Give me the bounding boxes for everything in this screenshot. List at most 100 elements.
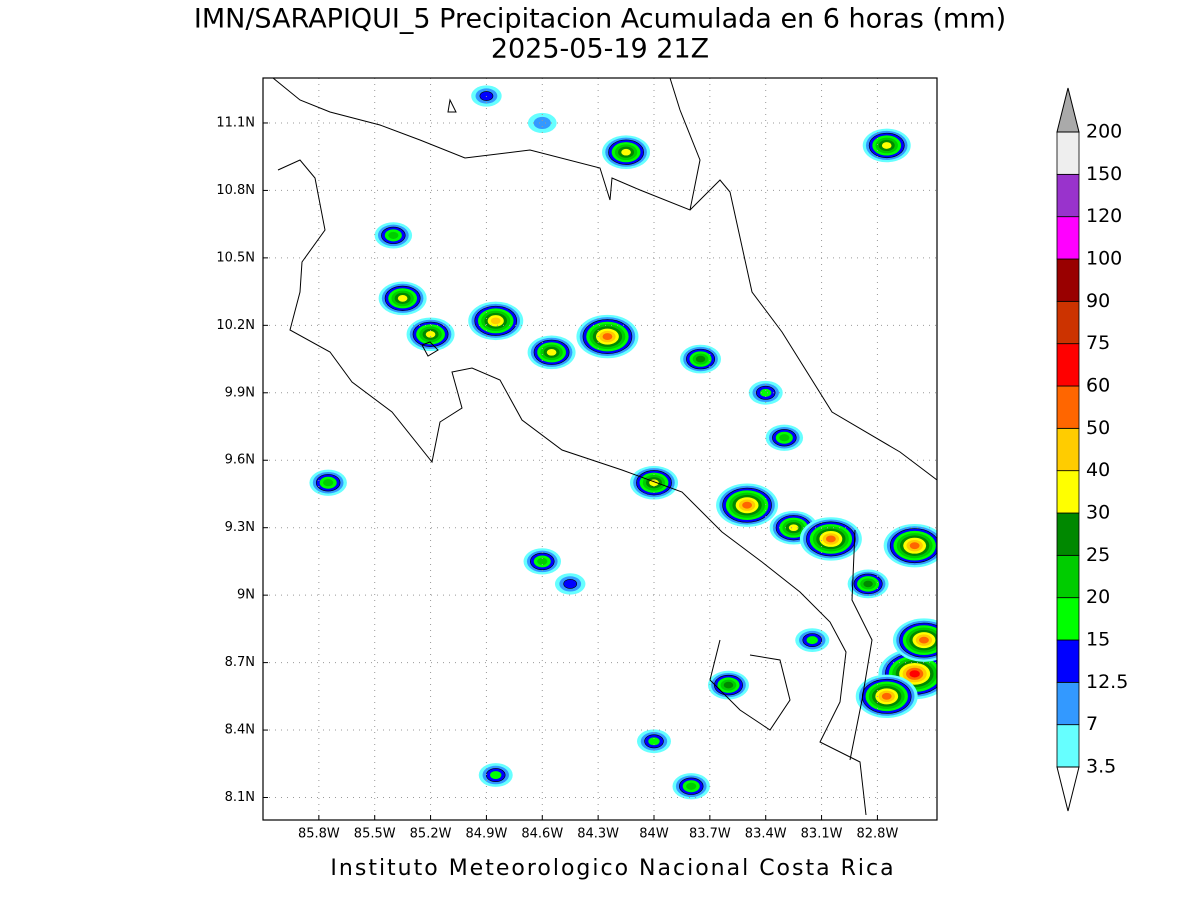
colorbar-band (1056, 639, 1080, 683)
colorbar-band (1056, 173, 1080, 218)
x-tick-label: 85.8W (298, 827, 340, 842)
colorbar-band (1056, 597, 1080, 641)
rain-cell-ring (602, 333, 613, 341)
colorbar-label: 120 (1086, 205, 1122, 227)
rain-cell-ring (686, 782, 697, 790)
rain-cell-ring (909, 670, 920, 678)
rain-cell-ring (648, 737, 660, 746)
colorbar-over (1056, 87, 1080, 133)
x-tick-label: 84W (639, 827, 669, 842)
colorbar-label: 30 (1086, 502, 1110, 524)
colorbar-label: 50 (1086, 417, 1110, 439)
rain-cell-ring (397, 294, 408, 302)
y-tick-label: 9N (237, 588, 255, 603)
rain-cell-ring (479, 91, 494, 101)
x-tick-label: 83.1W (801, 827, 843, 842)
x-tick-label: 83.7W (689, 827, 731, 842)
y-tick-label: 9.9N (225, 385, 255, 400)
colorbar-label: 150 (1086, 163, 1122, 185)
rain-cell-ring (546, 348, 557, 356)
colorbar-label: 7 (1086, 713, 1098, 735)
rain-cell-ring (779, 434, 790, 442)
rain-cell-ring (533, 116, 551, 130)
colorbar-band (1056, 131, 1080, 175)
rain-layer (309, 85, 937, 800)
x-tick-label: 84.3W (577, 827, 619, 842)
nicaragua-border (272, 78, 701, 211)
colorbar-label: 15 (1086, 629, 1110, 651)
y-tick-label: 10.2N (216, 318, 255, 333)
rain-cell-ring (695, 355, 706, 363)
colorbar-label: 3.5 (1086, 756, 1116, 778)
colorbar-label: 60 (1086, 375, 1110, 397)
rain-cell-ring (919, 636, 929, 644)
rain-cell-ring (323, 479, 334, 487)
colorbar-band (1056, 258, 1080, 302)
rain-cell-ring (537, 557, 548, 566)
x-tick-label: 84.6W (521, 827, 563, 842)
colorbar-band (1056, 681, 1080, 726)
colorbar-label: 40 (1086, 459, 1110, 481)
rain-cell-ring (490, 317, 501, 325)
colorbar-band (1056, 427, 1080, 472)
colorbar-band (1056, 300, 1080, 345)
colorbar-band (1056, 512, 1080, 556)
colorbar-label: 25 (1086, 544, 1110, 566)
grid: 85.8W 85.5W 85.2W 84.9W 84.6W 84.3W 84W 83.7W 83… (216, 78, 937, 842)
rain-cell-ring (881, 142, 892, 149)
colorbar-label: 90 (1086, 290, 1110, 312)
colorbar-under (1056, 766, 1080, 812)
colorbar-label: 100 (1086, 248, 1122, 270)
y-tick-label: 10.5N (216, 250, 255, 265)
rain-cell-ring (881, 692, 892, 700)
footer: Instituto Meteorologico Nacional Costa R… (330, 856, 895, 881)
rain-cell-ring (425, 330, 436, 338)
coastlines (272, 78, 937, 816)
rain-cell-ring (621, 148, 631, 156)
subtitle: 2025-05-19 21Z (491, 34, 709, 65)
x-tick-label: 85.5W (354, 827, 396, 842)
y-tick-label: 9.6N (225, 453, 255, 468)
rain-cell-ring (825, 535, 836, 543)
colorbar-band (1056, 724, 1080, 768)
colorbar-label: 200 (1086, 121, 1122, 143)
y-tick-label: 9.3N (225, 520, 255, 535)
y-tick-label: 11.1N (216, 115, 255, 130)
osa-peninsula (709, 639, 791, 731)
colorbar-band (1056, 385, 1080, 429)
colorbar-band (1056, 216, 1080, 260)
colorbar-label: 20 (1086, 586, 1110, 608)
y-tick-label: 10.8N (216, 183, 255, 198)
x-tick-label: 85.2W (410, 827, 452, 842)
panama-border (849, 529, 873, 761)
rain-cell-ring (742, 501, 752, 509)
rain-cell-ring (723, 681, 734, 689)
colorbar-label: 75 (1086, 332, 1110, 354)
x-tick-label: 84.9W (466, 827, 508, 842)
rain-cell-ring (760, 388, 772, 397)
x-tick-label: 82.8W (857, 827, 899, 842)
colorbar-band (1056, 343, 1080, 387)
colorbar-label: 12.5 (1086, 671, 1128, 693)
colorbar: 3.5 7 12.5 15 20 25 30 40 50 60 75 90 100 120 150 200 (1056, 87, 1128, 812)
rain-cell-ring (788, 524, 799, 532)
island (447, 98, 457, 113)
rain-cell-ring (563, 579, 578, 589)
rain-cell-ring (909, 542, 920, 550)
colorbar-band (1056, 554, 1080, 599)
y-tick-label: 8.7N (225, 655, 255, 670)
lake (421, 341, 439, 357)
caribbean-coast (689, 179, 937, 481)
y-tick-label: 8.4N (225, 723, 255, 738)
x-tick-label: 83.4W (745, 827, 787, 842)
rain-cell-ring (490, 771, 502, 779)
rain-cell-ring (863, 580, 873, 588)
pacific-coast (277, 159, 867, 816)
title: IMN/SARAPIQUI_5 Precipitacion Acumulada … (194, 4, 1006, 35)
rain-cell-ring (388, 231, 399, 239)
rain-cell-ring (806, 636, 818, 645)
map-frame (262, 77, 938, 821)
colorbar-band (1056, 470, 1080, 514)
